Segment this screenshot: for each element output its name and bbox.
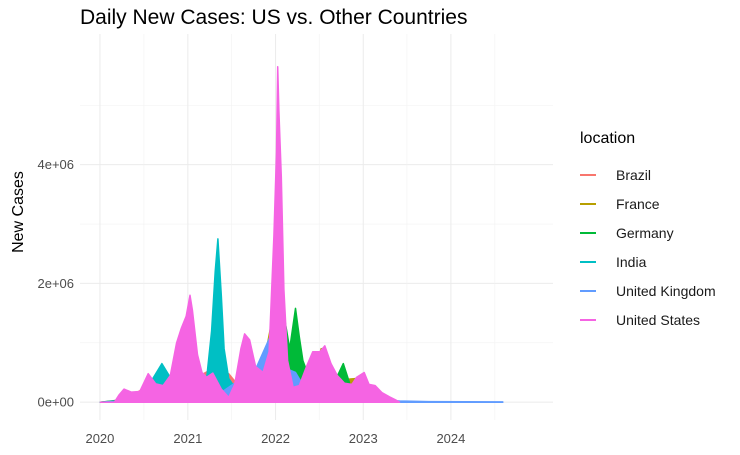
legend-items: Brazil France Germany India United Kingdom Un… bbox=[580, 160, 716, 334]
legend-item: United States bbox=[580, 305, 716, 334]
legend-label: France bbox=[616, 195, 660, 212]
legend-title: location bbox=[580, 130, 636, 147]
y-axis-title: New Cases bbox=[10, 171, 27, 253]
x-tick-label: 2022 bbox=[261, 431, 290, 446]
y-tick-label: 4e+06 bbox=[37, 157, 74, 172]
legend-label: United Kingdom bbox=[616, 282, 716, 299]
legend-label: Brazil bbox=[616, 166, 652, 183]
x-tick-label: 2020 bbox=[85, 431, 114, 446]
x-tick-label: 2021 bbox=[173, 431, 202, 446]
legend-item: India bbox=[580, 247, 716, 276]
legend-item: Germany bbox=[580, 218, 716, 247]
legend-item: France bbox=[580, 189, 716, 218]
legend: location Brazil France Germany India United … bbox=[580, 130, 716, 334]
legend-key bbox=[580, 173, 596, 176]
legend-key bbox=[580, 260, 596, 263]
legend-key bbox=[580, 202, 596, 205]
legend-item: Brazil bbox=[580, 160, 716, 189]
legend-key bbox=[580, 289, 596, 292]
x-tick-label: 2024 bbox=[436, 431, 465, 446]
x-tick-label: 2023 bbox=[349, 431, 378, 446]
legend-label: Germany bbox=[616, 224, 674, 241]
y-tick-label: 0e+00 bbox=[37, 395, 74, 410]
y-tick-label: 2e+06 bbox=[37, 276, 74, 291]
chart-title: Daily New Cases: US vs. Other Countries bbox=[80, 6, 468, 29]
legend-label: United States bbox=[616, 311, 701, 328]
series-layer bbox=[99, 65, 504, 403]
legend-key bbox=[580, 318, 596, 321]
series-united-states bbox=[99, 65, 401, 403]
legend-key bbox=[580, 231, 596, 234]
legend-label: India bbox=[616, 253, 647, 270]
legend-item: United Kingdom bbox=[580, 276, 716, 305]
tick-labels: 0e+00 2e+06 4e+06 2020 2021 2022 2023 2024 bbox=[37, 157, 465, 446]
